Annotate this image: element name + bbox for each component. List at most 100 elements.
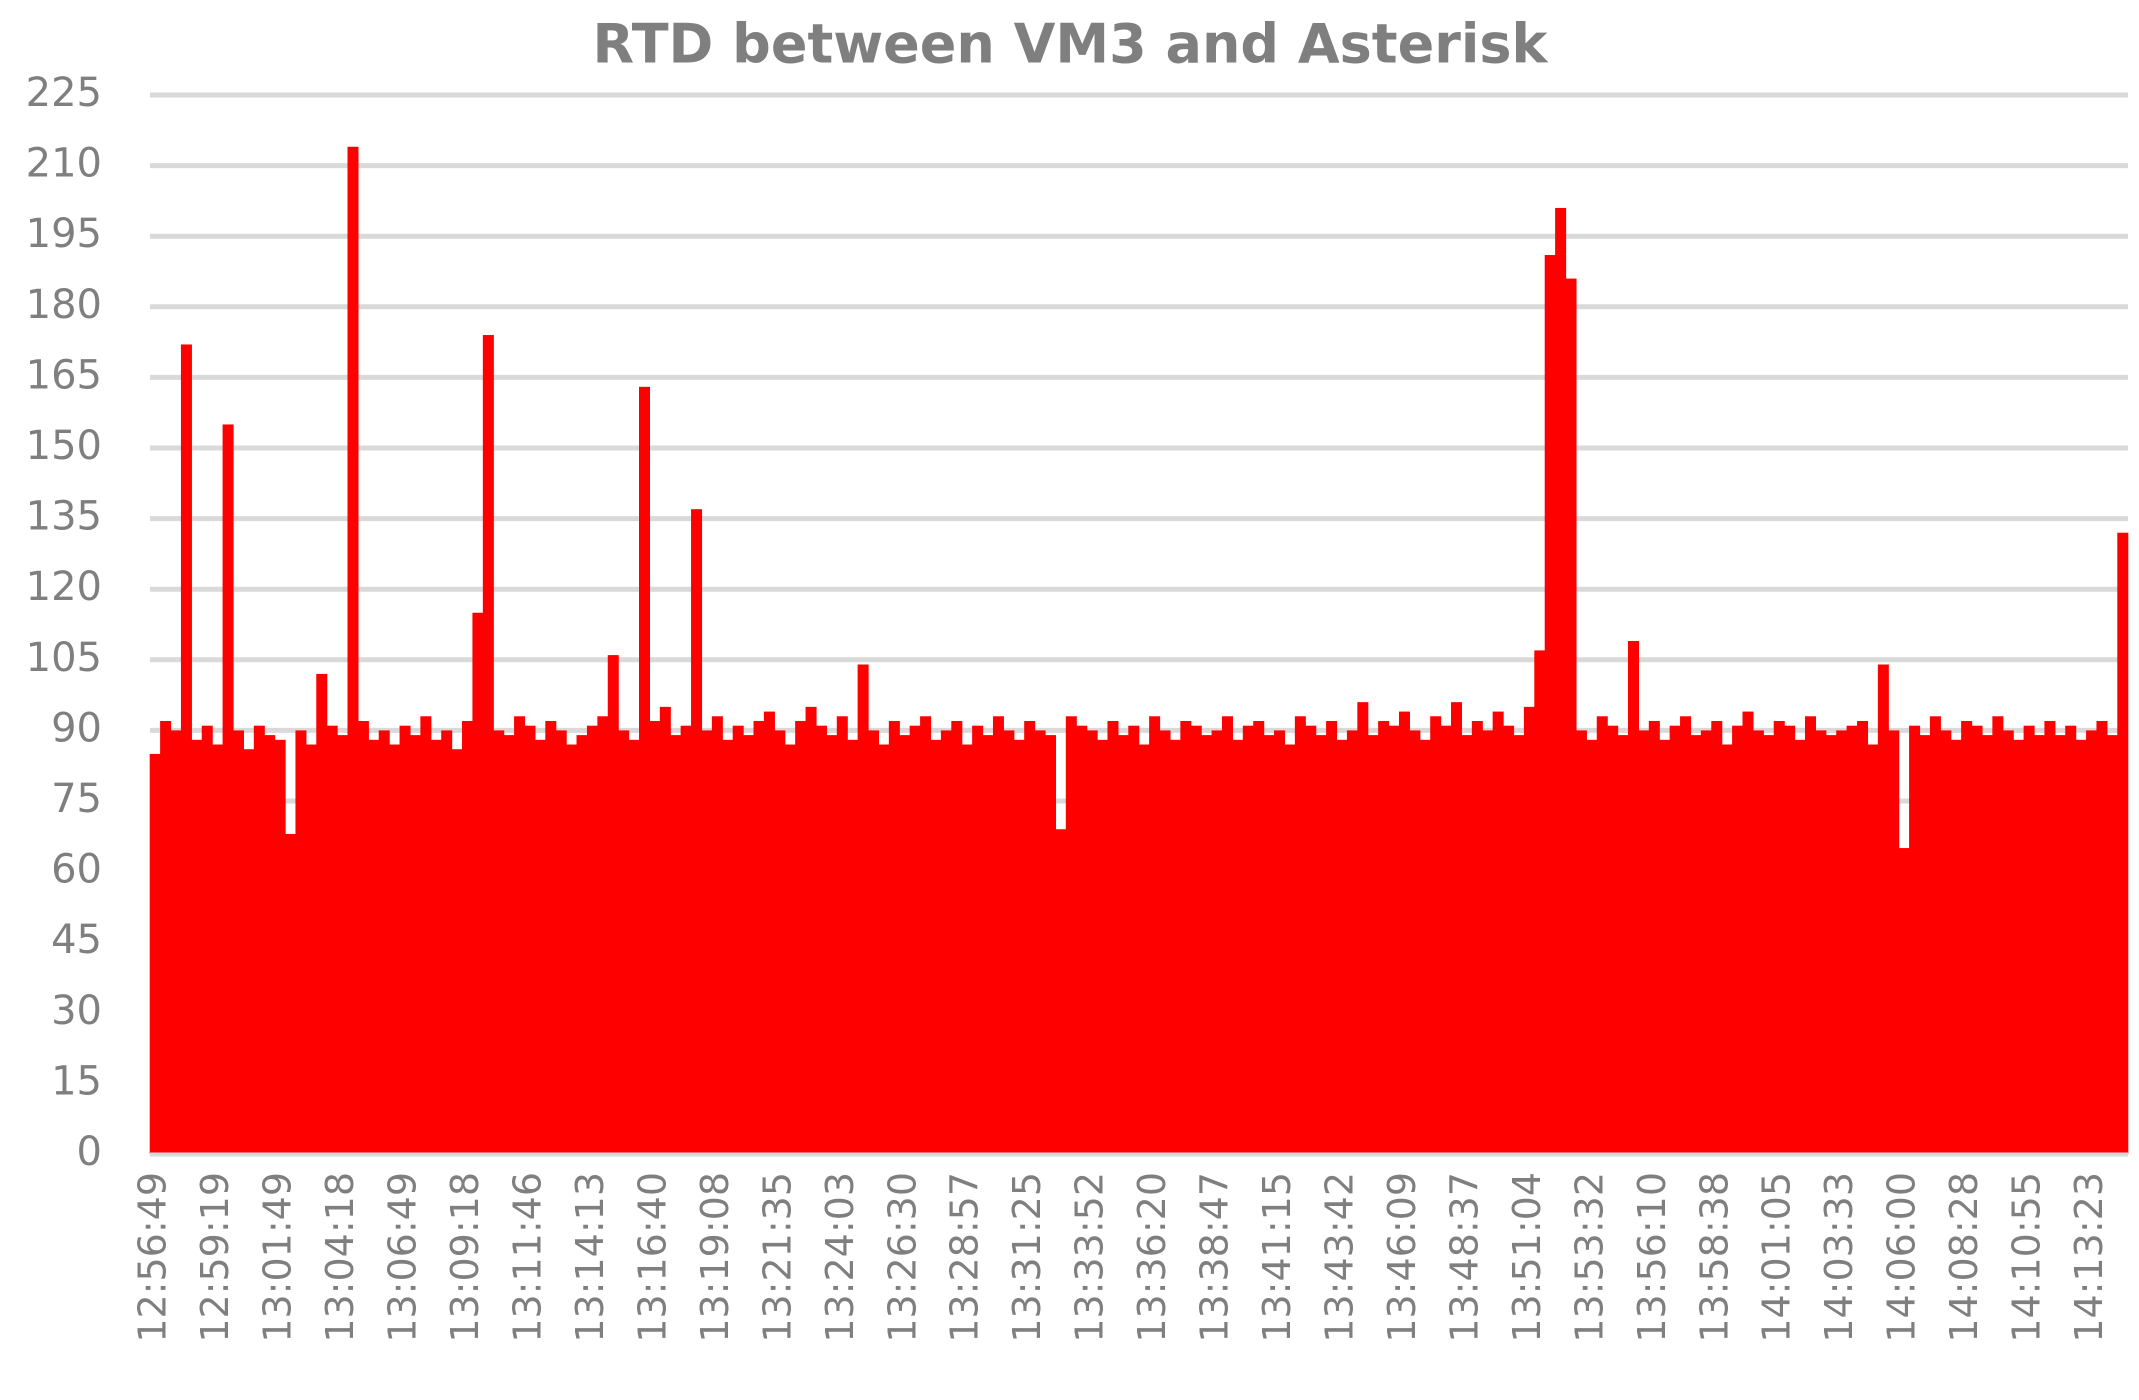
bar xyxy=(1169,739,1181,1154)
bar xyxy=(1732,725,1744,1154)
bar xyxy=(618,730,630,1154)
bar xyxy=(940,730,952,1154)
bar xyxy=(1419,739,1431,1154)
bar xyxy=(2075,739,2087,1154)
bar xyxy=(545,720,557,1154)
bar xyxy=(555,730,567,1154)
bar xyxy=(1763,735,1775,1154)
bar xyxy=(1409,730,1421,1154)
bar xyxy=(1211,730,1223,1154)
x-tick-label: 14:03:33 xyxy=(1817,1172,1861,1343)
bar xyxy=(1221,716,1233,1154)
bar xyxy=(1784,725,1796,1154)
x-tick-label: 13:11:46 xyxy=(505,1172,549,1343)
bar xyxy=(868,730,880,1154)
x-tick-label: 14:13:23 xyxy=(2067,1172,2111,1343)
bar xyxy=(1638,730,1650,1154)
bar xyxy=(638,386,651,1154)
bar xyxy=(1648,720,1660,1154)
bar xyxy=(493,730,505,1154)
bar xyxy=(899,735,911,1154)
bar xyxy=(857,664,869,1154)
bars xyxy=(149,146,2129,1155)
bar xyxy=(1284,744,1296,1154)
x-tick-label: 14:06:00 xyxy=(1880,1172,1924,1343)
bar xyxy=(191,739,203,1154)
bar xyxy=(305,744,317,1154)
bar xyxy=(1315,735,1327,1154)
bar xyxy=(524,725,536,1154)
bar xyxy=(1045,735,1057,1154)
bar xyxy=(815,725,827,1154)
bar xyxy=(743,735,755,1154)
bar xyxy=(1523,706,1535,1154)
y-tick-label: 15 xyxy=(51,1058,102,1104)
bar xyxy=(451,749,463,1154)
bar xyxy=(1367,735,1379,1154)
bar xyxy=(2086,730,2098,1154)
bar xyxy=(774,730,786,1154)
bar xyxy=(1950,739,1962,1154)
bar xyxy=(1149,716,1161,1154)
x-tick-label: 13:28:57 xyxy=(943,1172,987,1343)
bar xyxy=(670,735,682,1154)
bar xyxy=(1575,730,1587,1154)
x-tick-label: 13:16:40 xyxy=(630,1172,674,1343)
bar xyxy=(2013,739,2025,1154)
bar xyxy=(920,716,932,1154)
bar xyxy=(2023,725,2035,1154)
bar xyxy=(1117,735,1129,1154)
bar xyxy=(441,730,453,1154)
bar xyxy=(1346,730,1358,1154)
bar xyxy=(659,706,671,1154)
x-tick-label: 13:24:03 xyxy=(818,1172,862,1343)
bar xyxy=(576,735,588,1154)
y-tick-label: 180 xyxy=(26,282,102,328)
bar xyxy=(1981,735,1993,1154)
bar xyxy=(1242,725,1254,1154)
bar xyxy=(1867,744,1879,1154)
bar xyxy=(1107,720,1119,1154)
bar xyxy=(389,744,401,1154)
bar xyxy=(337,735,349,1154)
x-tick-label: 13:14:13 xyxy=(568,1172,612,1343)
bar xyxy=(409,735,421,1154)
x-tick-label: 13:36:20 xyxy=(1130,1172,1174,1343)
bar xyxy=(1097,739,1109,1154)
bar xyxy=(1024,720,1036,1154)
bar xyxy=(1138,744,1150,1154)
bar xyxy=(951,720,963,1154)
x-tick-label: 13:46:09 xyxy=(1380,1172,1424,1343)
y-tick-label: 30 xyxy=(51,988,102,1034)
bar xyxy=(1742,711,1754,1154)
x-tick-label: 13:38:47 xyxy=(1193,1172,1237,1343)
bar xyxy=(482,335,494,1154)
y-tick-label: 105 xyxy=(26,635,102,681)
bar xyxy=(2117,532,2129,1154)
x-tick-label: 12:56:49 xyxy=(131,1172,175,1343)
x-tick-label: 13:19:08 xyxy=(693,1172,737,1343)
bar xyxy=(1669,725,1681,1154)
y-tick-label: 90 xyxy=(51,705,102,751)
bar xyxy=(212,744,224,1154)
bar xyxy=(264,735,276,1154)
bar xyxy=(1305,725,1317,1154)
y-tick-label: 225 xyxy=(26,70,102,116)
x-tick-label: 13:06:49 xyxy=(381,1172,425,1343)
bar xyxy=(1180,720,1192,1154)
bar xyxy=(285,833,297,1154)
bar xyxy=(1294,716,1306,1154)
bar xyxy=(1430,716,1442,1154)
bar xyxy=(1680,716,1692,1154)
bar xyxy=(1794,739,1806,1154)
bar xyxy=(2065,725,2077,1154)
bar xyxy=(1773,720,1785,1154)
x-tick-label: 14:08:28 xyxy=(1942,1172,1986,1343)
bar xyxy=(1836,730,1848,1154)
bar xyxy=(1492,711,1504,1154)
x-tick-label: 13:33:52 xyxy=(1068,1172,1112,1343)
x-tick-label: 13:58:38 xyxy=(1692,1172,1736,1343)
bar xyxy=(503,735,515,1154)
bar xyxy=(534,739,546,1154)
bar xyxy=(1919,735,1931,1154)
